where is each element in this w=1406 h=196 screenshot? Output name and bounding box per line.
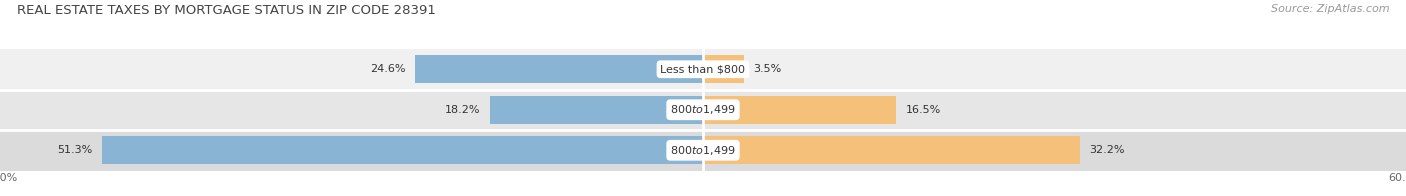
Text: 51.3%: 51.3% [58,145,93,155]
Text: 24.6%: 24.6% [370,64,405,74]
Bar [0,90,1406,130]
Text: $800 to $1,499: $800 to $1,499 [671,144,735,157]
Bar [0,49,1406,90]
Text: 18.2%: 18.2% [444,105,481,115]
Text: $800 to $1,499: $800 to $1,499 [671,103,735,116]
Text: 3.5%: 3.5% [754,64,782,74]
Bar [703,96,897,123]
Text: 32.2%: 32.2% [1090,145,1125,155]
Bar [489,96,703,123]
Bar [703,136,1080,164]
Bar [703,55,744,83]
Bar [415,55,703,83]
Text: REAL ESTATE TAXES BY MORTGAGE STATUS IN ZIP CODE 28391: REAL ESTATE TAXES BY MORTGAGE STATUS IN … [17,4,436,17]
Bar [0,130,1406,171]
Text: Source: ZipAtlas.com: Source: ZipAtlas.com [1271,4,1389,14]
Bar [103,136,703,164]
Text: Less than $800: Less than $800 [661,64,745,74]
Text: 16.5%: 16.5% [905,105,941,115]
